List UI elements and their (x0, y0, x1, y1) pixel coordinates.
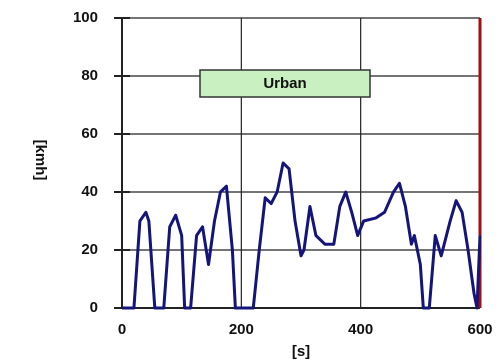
y-tick-label: 80 (81, 67, 98, 84)
x-tick-label: 200 (229, 321, 254, 338)
y-tick-label: 40 (81, 183, 98, 200)
y-axis-label: [kmh] (32, 140, 49, 181)
x-axis-label: [s] (292, 343, 310, 360)
y-tick-label: 20 (81, 241, 98, 258)
y-tick-label: 0 (90, 299, 98, 316)
x-tick-label: 0 (118, 321, 126, 338)
x-tick-label: 400 (348, 321, 373, 338)
annotation-box (199, 69, 371, 98)
annotation: Urban (263, 75, 306, 92)
y-tick-label: 60 (81, 125, 98, 142)
y-tick-label: 100 (73, 9, 98, 26)
x-tick-label: 600 (467, 321, 492, 338)
speed-line (122, 161, 482, 310)
